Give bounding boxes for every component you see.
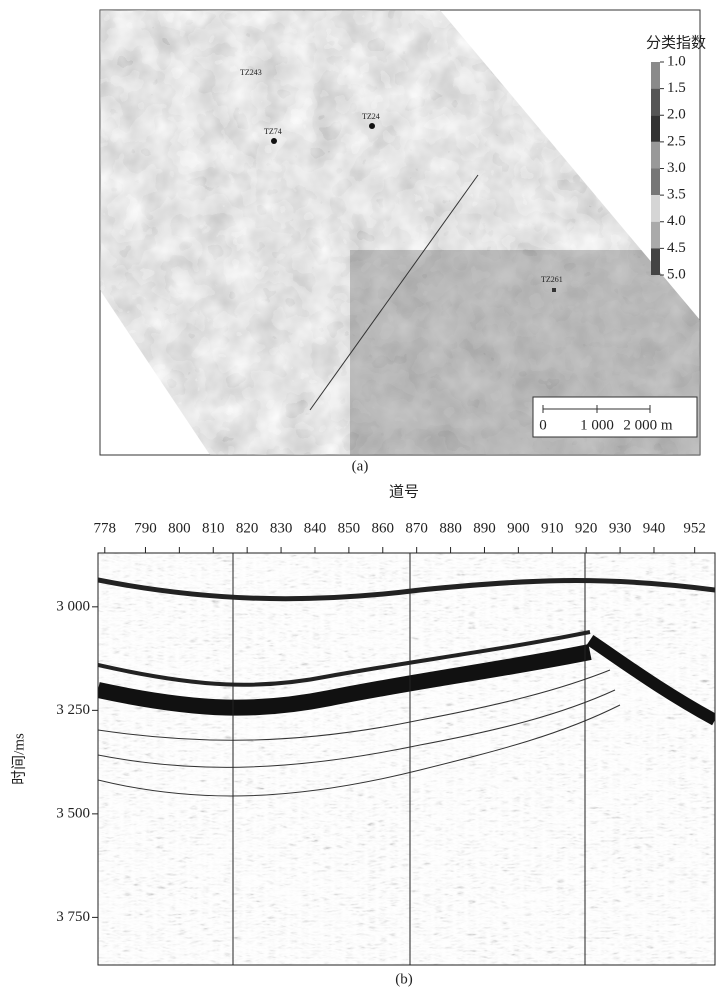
well xyxy=(369,123,375,129)
x-tick-label: 820 xyxy=(236,520,259,536)
x-tick-label: 810 xyxy=(202,520,225,536)
well-label: TZ24 xyxy=(362,112,380,121)
x-tick-label: 900 xyxy=(507,520,530,536)
x-tick-label: 778 xyxy=(94,520,117,536)
colorbar-band xyxy=(651,248,660,275)
colorbar-title: 分类指数 xyxy=(646,34,706,51)
x-tick-label: 860 xyxy=(372,520,395,536)
colorbar-band xyxy=(651,115,660,142)
caption: (b) xyxy=(395,971,413,987)
well-label: TZ74 xyxy=(264,127,282,136)
well xyxy=(552,288,556,292)
colorbar-band xyxy=(651,89,660,116)
colorbar-band xyxy=(651,62,660,89)
colorbar-band xyxy=(651,195,660,222)
colorbar-band xyxy=(651,169,660,196)
x-tick-label: 940 xyxy=(643,520,666,536)
colorbar-label: 3.0 xyxy=(667,160,686,176)
seismic-image xyxy=(98,553,715,965)
colorbar-band xyxy=(651,222,660,249)
x-tick-label: 790 xyxy=(134,520,157,536)
x-tick-label: 840 xyxy=(304,520,327,536)
x-tick-label: 830 xyxy=(270,520,293,536)
y-tick-label: 3 000 xyxy=(56,598,90,614)
scale-label: 0 xyxy=(539,417,547,433)
well-label: TZ243 xyxy=(240,68,262,77)
well-label: TZ261 xyxy=(541,275,563,284)
y-tick-label: 3 250 xyxy=(56,702,90,718)
x-tick-label: 870 xyxy=(405,520,428,536)
x-tick-label: 880 xyxy=(439,520,462,536)
x-tick-label: 890 xyxy=(473,520,496,536)
colorbar-label: 4.5 xyxy=(667,240,686,256)
x-tick-label: 930 xyxy=(609,520,632,536)
x-tick-label: 920 xyxy=(575,520,598,536)
colorbar-label: 2.0 xyxy=(667,107,686,123)
caption: (a) xyxy=(352,458,369,474)
colorbar-label: 1.0 xyxy=(667,53,686,69)
well xyxy=(271,138,277,144)
y-tick-label: 3 500 xyxy=(56,805,90,821)
x-tick-label: 952 xyxy=(683,520,706,536)
y-tick-label: 3 750 xyxy=(56,909,90,925)
scale-label: 2 000 m xyxy=(623,417,673,433)
colorbar-label: 2.5 xyxy=(667,133,686,149)
y-title: 时间/ms xyxy=(10,733,27,785)
scale-label: 1 000 xyxy=(580,417,614,433)
colorbar-label: 5.0 xyxy=(667,266,686,282)
x-title: 道号 xyxy=(389,483,419,500)
figure: TZ243 TZ24 TZ74 TZ261 分类指数 1.0 1.5 2.0 2.5 3… xyxy=(0,0,723,990)
x-tick-label: 910 xyxy=(541,520,564,536)
colorbar-label: 1.5 xyxy=(667,80,686,96)
colorbar-label: 4.0 xyxy=(667,213,686,229)
colorbar-label: 3.5 xyxy=(667,187,686,203)
colorbar-band xyxy=(651,142,660,169)
colorbar: 1.0 1.5 2.0 2.5 3.0 3.5 4.0 4.5 5.0 xyxy=(651,53,686,282)
x-tick-label: 850 xyxy=(338,520,361,536)
x-tick-label: 800 xyxy=(168,520,191,536)
